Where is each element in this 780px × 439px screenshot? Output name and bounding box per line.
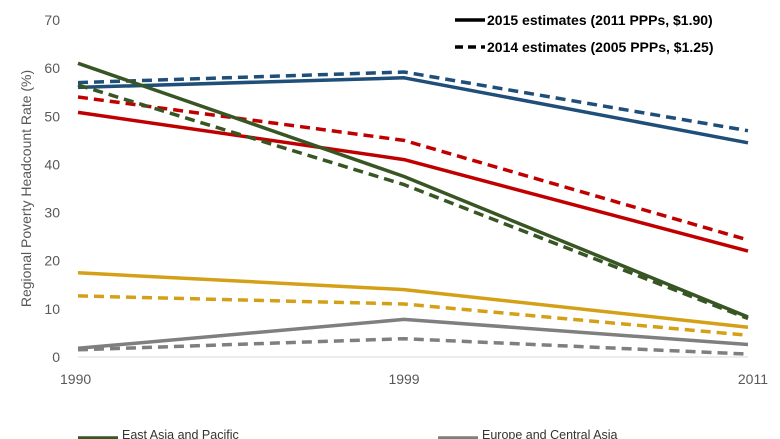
region-legend-label: East Asia and Pacific	[122, 428, 239, 439]
chart-series	[77, 61, 749, 356]
series-line	[77, 271, 749, 329]
y-tick-label: 60	[44, 60, 60, 76]
series-line	[77, 61, 749, 319]
series-line	[77, 95, 749, 242]
style-legend: 2015 estimates (2011 PPPs, $1.90) 2014 es…	[455, 12, 714, 55]
legend-label: 2015 estimates (2011 PPPs, $1.90)	[487, 12, 713, 28]
series-line	[77, 336, 749, 356]
region-legend-label: Europe and Central Asia	[482, 428, 618, 439]
y-tick-label: 20	[44, 253, 60, 269]
series-line	[77, 83, 749, 321]
y-tick-label: 70	[44, 12, 60, 28]
y-tick-label: 30	[44, 205, 60, 221]
legend-label: 2014 estimates (2005 PPPs, $1.25)	[487, 39, 714, 55]
x-tick-label: 1999	[388, 371, 419, 387]
series-line	[77, 317, 749, 351]
y-tick-label: 50	[44, 108, 60, 124]
series-line	[77, 294, 749, 338]
y-tick-label: 0	[52, 349, 60, 365]
series-line	[77, 70, 749, 133]
x-tick-label: 1990	[60, 371, 91, 387]
y-axis-title: Regional Poverty Headcount Rate (%)	[18, 70, 34, 307]
chart-axes: 0 10 20 30 40 50 60 70 1990 1999 2011 Regional Pove…	[18, 12, 768, 387]
series-line	[77, 76, 749, 145]
region-legend: East Asia and Pacific Europe and Central …	[78, 428, 618, 439]
x-tick-label: 2011	[738, 371, 768, 387]
series-line	[77, 110, 749, 253]
y-tick-label: 10	[44, 301, 60, 317]
y-tick-label: 40	[44, 156, 60, 172]
